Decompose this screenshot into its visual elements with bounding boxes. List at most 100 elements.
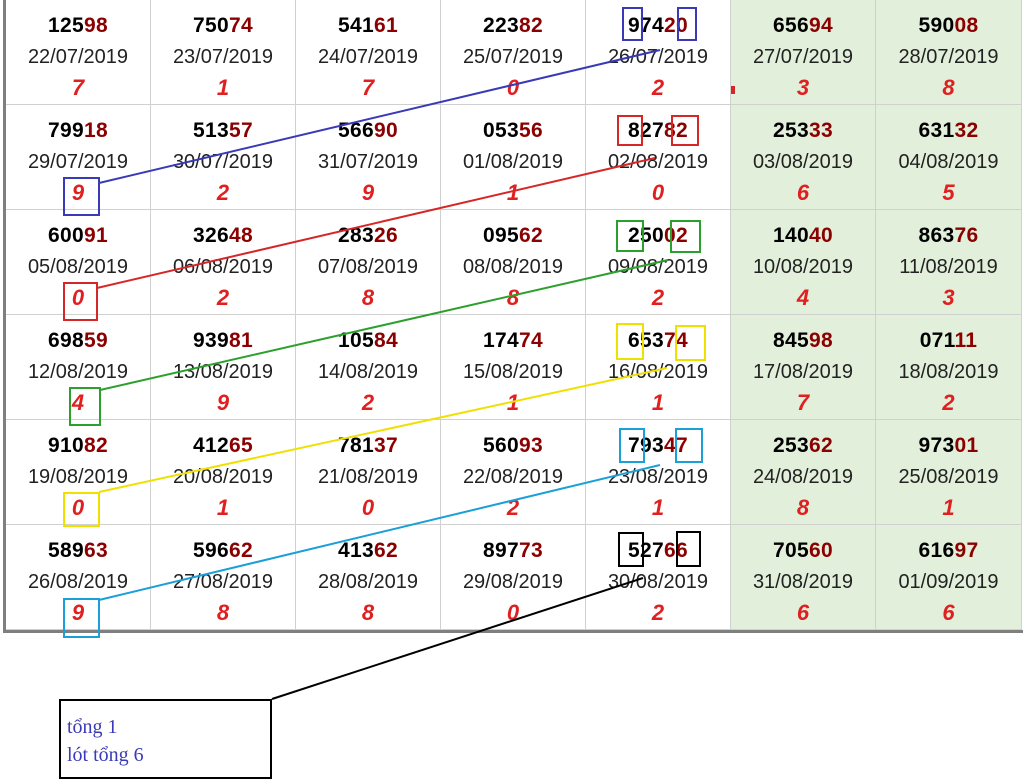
result-number-tail-digits: 48 [228,224,253,247]
result-cell: 69859 12/08/2019 4 [6,315,151,420]
result-number-lead-digits: 071 [919,329,955,352]
result-sum: 9 [216,390,230,415]
result-cell: 91082 19/08/2019 0 [6,420,151,525]
result-date: 03/08/2019 [752,151,854,173]
result-number: 61697 [876,539,1021,563]
result-number-tail-digits: 74 [663,329,688,352]
result-number-tail-digits: 74 [518,329,543,352]
result-number: 56690 [296,119,440,143]
result-cell: 12598 22/07/2019 7 [6,0,151,105]
result-number-lead-digits: 973 [918,434,955,457]
result-number-tail-digits: 18 [83,119,108,142]
result-number-tail-digits: 40 [808,224,833,247]
result-sum: 8 [942,75,955,100]
result-date: 24/08/2019 [752,466,854,488]
result-sum: 4 [71,390,85,415]
result-number-lead-digits: 600 [48,224,84,247]
result-date: 31/07/2019 [317,151,419,173]
result-number-tail-digits: 63 [83,539,108,562]
result-number-tail-digits: 01 [954,434,979,457]
result-number: 97420 [586,14,730,38]
result-number-lead-digits: 590 [918,14,955,37]
result-cell: 65694 27/07/2019 3 [731,0,876,105]
result-number-tail-digits: 76 [954,224,979,247]
result-sum: 3 [942,285,955,310]
result-number-lead-digits: 705 [773,539,809,562]
result-sum: 1 [651,495,665,520]
result-date: 17/08/2019 [752,361,854,383]
result-sum: 9 [71,600,85,625]
result-sum: 2 [651,285,665,310]
result-number-lead-digits: 283 [338,224,374,247]
result-date: 25/07/2019 [462,46,564,68]
result-number: 05356 [441,119,585,143]
result-cell: 58963 26/08/2019 9 [6,525,151,630]
result-number-tail-digits: 84 [373,329,398,352]
result-number-tail-digits: 08 [954,14,979,37]
result-number: 12598 [6,14,150,38]
result-date: 31/08/2019 [752,571,854,593]
result-date: 24/07/2019 [317,46,419,68]
result-number-lead-digits: 653 [628,329,664,352]
result-sum: 0 [506,600,520,625]
result-number-lead-digits: 223 [483,14,519,37]
result-number: 22382 [441,14,585,38]
result-number: 75074 [151,14,295,38]
result-sum: 2 [506,495,520,520]
result-date: 11/08/2019 [899,256,998,278]
result-cell: 25002 09/08/2019 2 [586,210,731,315]
result-cell: 63132 04/08/2019 5 [876,105,1022,210]
result-number-tail-digits: 82 [663,119,688,142]
result-date: 28/07/2019 [898,46,999,68]
result-sum: 8 [361,600,375,625]
result-cell: 54161 24/07/2019 7 [296,0,441,105]
result-cell: 89773 29/08/2019 0 [441,525,586,630]
result-cell: 14040 10/08/2019 4 [731,210,876,315]
result-cell: 56690 31/07/2019 9 [296,105,441,210]
result-number-tail-digits: 93 [518,434,543,457]
result-number: 14040 [731,224,875,248]
result-sum: 9 [361,180,375,205]
result-cell: 70560 31/08/2019 6 [731,525,876,630]
result-number: 79918 [6,119,150,143]
result-date: 30/07/2019 [172,151,274,173]
result-sum: 2 [216,285,230,310]
result-cell: 78137 21/08/2019 0 [296,420,441,525]
result-cell: 25362 24/08/2019 8 [731,420,876,525]
result-cell: 84598 17/08/2019 7 [731,315,876,420]
result-cell: 32648 06/08/2019 2 [151,210,296,315]
result-number-lead-digits: 253 [773,119,809,142]
result-number-tail-digits: 74 [228,14,253,37]
result-sum: 7 [361,75,375,100]
result-number: 10584 [296,329,440,353]
result-number-lead-digits: 250 [628,224,664,247]
result-number: 54161 [296,14,440,38]
result-number-tail-digits: 59 [83,329,108,352]
result-number: 58963 [6,539,150,563]
result-number-lead-digits: 095 [483,224,519,247]
result-cell: 65374 16/08/2019 1 [586,315,731,420]
result-cell: 61697 01/09/2019 6 [876,525,1022,630]
result-number-tail-digits: 47 [663,434,688,457]
result-date: 21/08/2019 [317,466,419,488]
result-number-tail-digits: 81 [228,329,253,352]
result-number-tail-digits: 33 [808,119,833,142]
result-number: 84598 [731,329,875,353]
result-cell: 41362 28/08/2019 8 [296,525,441,630]
result-date: 20/08/2019 [172,466,274,488]
result-date: 23/08/2019 [607,466,709,488]
result-date: 13/08/2019 [172,361,274,383]
result-number-tail-digits: 82 [83,434,108,457]
result-number-lead-digits: 412 [193,434,229,457]
result-number: 25002 [586,224,730,248]
result-cell: 28326 07/08/2019 8 [296,210,441,315]
result-number: 41265 [151,434,295,458]
result-cell: 97420 26/07/2019 2 [586,0,731,105]
result-number-tail-digits: 66 [663,539,688,562]
result-number-lead-digits: 105 [338,329,374,352]
result-sum: 6 [796,180,810,205]
result-sum: 8 [216,600,230,625]
result-number: 60091 [6,224,150,248]
result-date: 07/08/2019 [317,256,419,278]
result-number-lead-digits: 974 [628,14,664,37]
